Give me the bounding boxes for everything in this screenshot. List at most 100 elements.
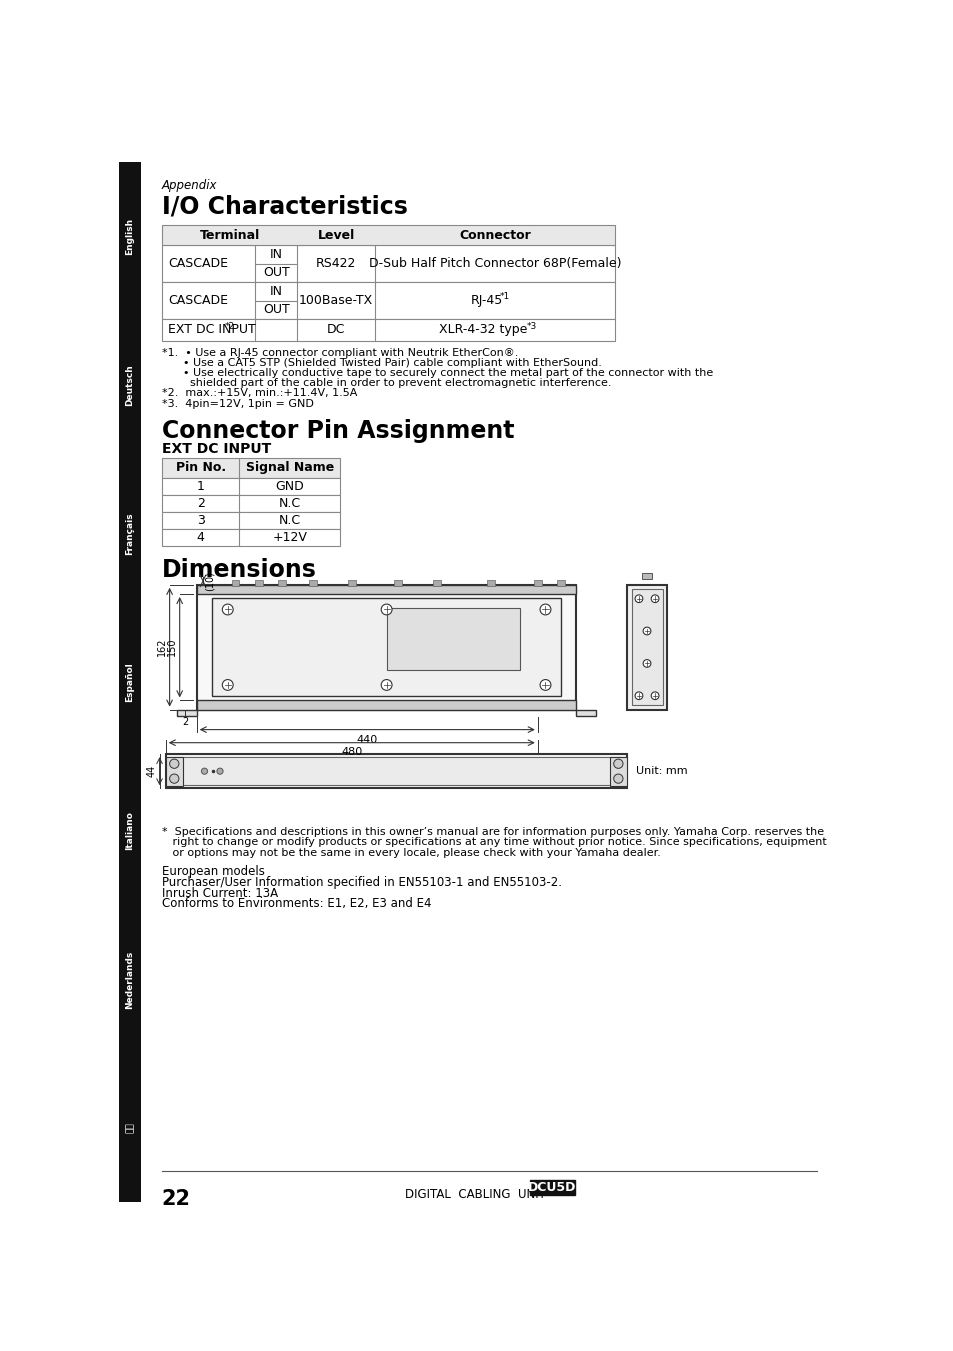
Circle shape [216, 769, 223, 774]
Text: *  Specifications and descriptions in this owner’s manual are for information pu: * Specifications and descriptions in thi… [162, 827, 823, 836]
Text: • Use a CAT5 STP (Shielded Twisted Pair) cable compliant with EtherSound.: • Use a CAT5 STP (Shielded Twisted Pair)… [162, 358, 601, 369]
Text: Dimensions: Dimensions [162, 558, 316, 582]
Text: Appendix: Appendix [162, 180, 217, 192]
Text: N.C: N.C [278, 497, 300, 509]
Bar [254, 580, 262, 586]
Text: 100Base-TX: 100Base-TX [299, 295, 373, 307]
Circle shape [635, 692, 642, 700]
Text: *2.  max.:+15V, min.:+11.4V, 1.5A: *2. max.:+15V, min.:+11.4V, 1.5A [162, 389, 356, 399]
Circle shape [613, 774, 622, 784]
Text: Inrush Current: 13A: Inrush Current: 13A [162, 886, 277, 900]
Text: 480: 480 [341, 747, 362, 758]
Text: • Use electrically conductive tape to securely connect the metal part of the con: • Use electrically conductive tape to se… [162, 369, 713, 378]
Bar [162, 528, 340, 546]
Text: 2: 2 [182, 717, 188, 727]
Text: I/O Characteristics: I/O Characteristics [162, 195, 407, 219]
Text: EXT DC INPUT: EXT DC INPUT [168, 323, 255, 336]
Text: EXT DC INPUT: EXT DC INPUT [162, 442, 271, 457]
Bar [631, 589, 661, 705]
Circle shape [170, 774, 179, 784]
Bar [162, 512, 340, 528]
Circle shape [642, 659, 650, 667]
Bar [348, 580, 355, 586]
Bar [196, 700, 576, 709]
Text: RJ-45: RJ-45 [471, 295, 503, 307]
Text: *1: *1 [498, 292, 509, 301]
Circle shape [222, 604, 233, 615]
Text: Español: Español [126, 662, 134, 703]
Bar [119, 311, 141, 459]
Bar [177, 709, 196, 716]
Bar [278, 580, 286, 586]
Bar [196, 585, 576, 594]
Circle shape [651, 594, 659, 603]
Circle shape [613, 759, 622, 769]
Bar [609, 757, 626, 786]
Text: Deutsch: Deutsch [126, 365, 134, 405]
Circle shape [651, 692, 659, 700]
Circle shape [539, 604, 550, 615]
Bar [119, 1054, 141, 1202]
Text: DCU5D: DCU5D [528, 1181, 576, 1194]
Text: Nederlands: Nederlands [126, 950, 134, 1009]
Text: Terminal: Terminal [199, 228, 259, 242]
Circle shape [635, 594, 642, 603]
Bar [166, 757, 183, 786]
Bar [172, 758, 620, 785]
Bar [386, 608, 519, 670]
Text: 2: 2 [196, 497, 204, 509]
Text: 162: 162 [157, 638, 167, 657]
Bar [196, 585, 576, 709]
Circle shape [222, 680, 233, 690]
Text: Connector: Connector [458, 228, 531, 242]
Text: or options may not be the same in every locale, please check with your Yamaha de: or options may not be the same in every … [162, 848, 660, 858]
Circle shape [201, 769, 208, 774]
Text: XLR-4-32 type: XLR-4-32 type [438, 323, 527, 336]
Text: 1: 1 [196, 480, 204, 493]
Circle shape [381, 680, 392, 690]
Bar [119, 608, 141, 757]
Bar [641, 573, 651, 578]
Bar [162, 282, 615, 319]
Text: shielded part of the cable in order to prevent electromagnetic interference.: shielded part of the cable in order to p… [162, 378, 611, 389]
Text: Français: Français [126, 512, 134, 555]
Text: CASCADE: CASCADE [168, 257, 228, 270]
Bar [212, 598, 560, 697]
Bar [487, 580, 495, 586]
Text: (10): (10) [204, 571, 214, 590]
Circle shape [642, 627, 650, 635]
Text: Pin No.: Pin No. [175, 461, 226, 474]
Circle shape [381, 604, 392, 615]
Bar [162, 478, 340, 494]
Bar [576, 709, 596, 716]
Text: 440: 440 [356, 735, 377, 744]
Text: *3: *3 [526, 322, 537, 331]
Bar [557, 580, 564, 586]
Bar [119, 459, 141, 608]
Bar [433, 580, 440, 586]
Text: Signal Name: Signal Name [245, 461, 334, 474]
Bar [232, 580, 239, 586]
Bar [394, 580, 402, 586]
Text: European models: European models [162, 865, 265, 878]
Text: D-Sub Half Pitch Connector 68P(Female): D-Sub Half Pitch Connector 68P(Female) [369, 257, 620, 270]
Text: IN: IN [270, 285, 282, 299]
Bar [166, 754, 626, 788]
Text: Conforms to Environments: E1, E2, E3 and E4: Conforms to Environments: E1, E2, E3 and… [162, 897, 431, 911]
Bar [530, 1179, 575, 1196]
Text: OUT: OUT [262, 304, 290, 316]
Text: GND: GND [275, 480, 304, 493]
Text: IN: IN [270, 249, 282, 261]
Text: 中文: 中文 [126, 1123, 134, 1133]
Text: Italiano: Italiano [126, 812, 134, 850]
Bar [162, 319, 615, 340]
Circle shape [170, 759, 179, 769]
Bar [119, 757, 141, 905]
Bar [162, 458, 340, 478]
Bar [626, 585, 666, 709]
Text: +12V: +12V [272, 531, 307, 543]
Text: *1.  • Use a RJ-45 connector compliant with Neutrik EtherCon®.: *1. • Use a RJ-45 connector compliant wi… [162, 349, 517, 358]
Text: RS422: RS422 [315, 257, 356, 270]
Text: Unit: mm: Unit: mm [636, 766, 687, 777]
Text: Level: Level [317, 228, 355, 242]
